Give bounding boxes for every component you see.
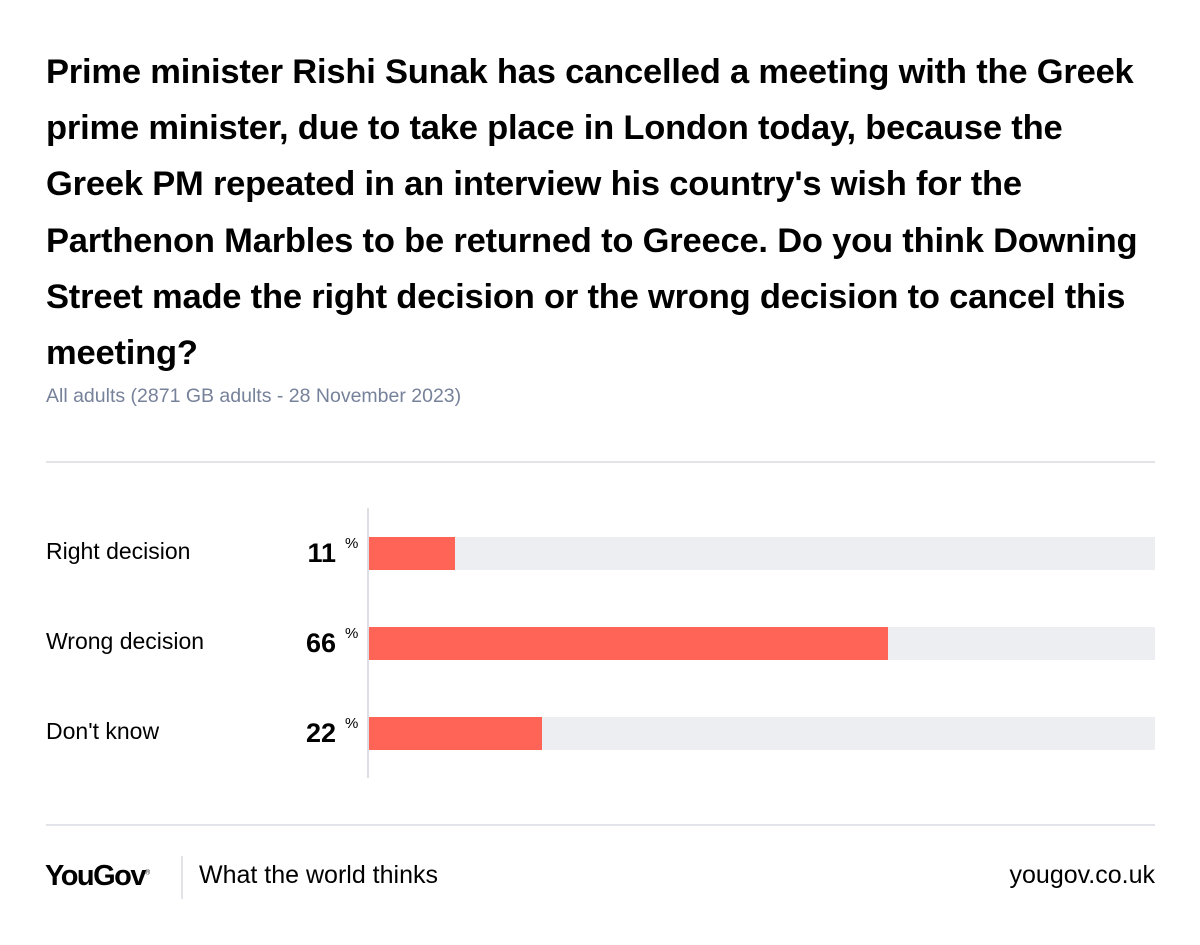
- bar: [369, 717, 542, 750]
- category-label: Right decision: [46, 538, 191, 564]
- chart-title: Prime minister Rishi Sunak has cancelled…: [46, 53, 1138, 373]
- footer-tagline: What the world thinks: [199, 861, 438, 889]
- data-label: 66: [305, 628, 336, 658]
- bar-track: [369, 717, 1155, 750]
- category-label: Wrong decision: [46, 628, 205, 654]
- percent-unit: %: [345, 625, 359, 642]
- data-label: 11: [307, 538, 336, 568]
- chart-axis-line: [367, 508, 369, 778]
- percent-unit: %: [345, 535, 359, 552]
- bar-track: [369, 537, 1155, 570]
- yougov-logo: YouGov®: [45, 860, 151, 892]
- bar: [369, 537, 456, 570]
- bar-track: [369, 627, 1155, 660]
- data-label: 22: [305, 718, 336, 748]
- footer-separator: [181, 856, 183, 899]
- website-link[interactable]: yougov.co.uk: [1009, 861, 1155, 889]
- percent-unit: %: [345, 715, 359, 732]
- category-label: Don't know: [46, 718, 160, 744]
- bar: [369, 627, 888, 660]
- bottom-divider: [46, 824, 1155, 826]
- top-divider: [46, 461, 1155, 463]
- chart-subtitle: All adults (2871 GB adults - 28 November…: [46, 385, 462, 407]
